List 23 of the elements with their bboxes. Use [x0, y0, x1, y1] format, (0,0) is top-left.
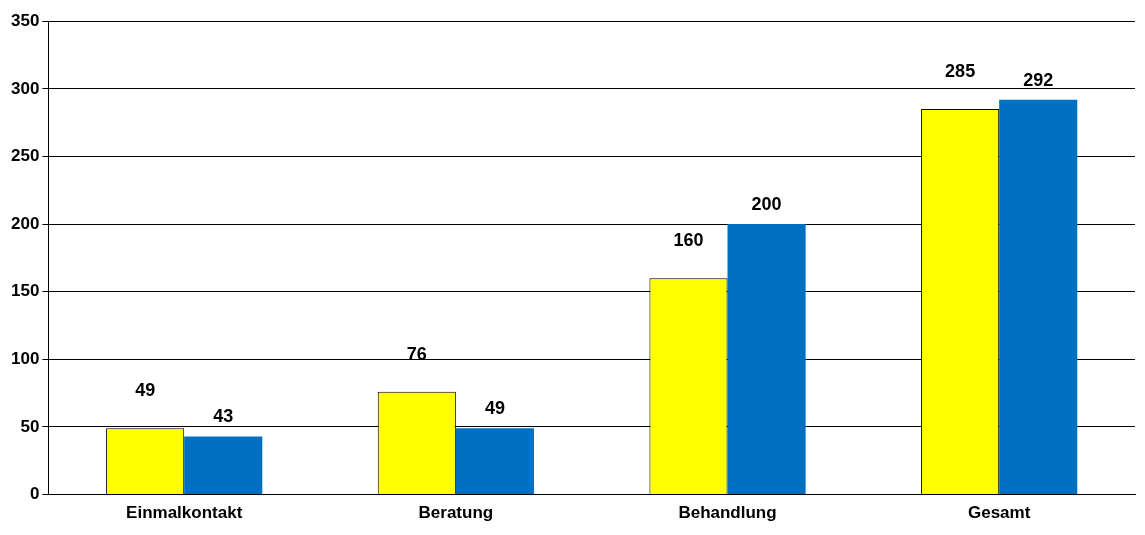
bar	[184, 436, 263, 495]
data-label: 200	[751, 194, 782, 215]
data-label: 49	[484, 398, 505, 419]
x-tick-label: Einmalkontakt	[126, 503, 243, 523]
x-tick-label: Gesamt	[967, 503, 1031, 523]
y-tick-label: 50	[20, 416, 40, 436]
x-tick-label: Behandlung	[678, 503, 777, 523]
y-tick-label: 300	[10, 78, 40, 98]
y-tick-label: 150	[10, 281, 40, 301]
y-tick-label: 100	[10, 349, 40, 369]
data-label: 292	[1023, 69, 1054, 90]
y-tick-label: 0	[29, 484, 40, 504]
y-tick-label: 200	[10, 213, 40, 233]
bar	[727, 224, 806, 495]
y-tick-label: 350	[10, 10, 40, 30]
x-tick-label: Beratung	[418, 503, 494, 523]
bar	[999, 99, 1078, 495]
data-label: 49	[135, 380, 156, 401]
data-label: 285	[945, 61, 976, 82]
bar	[455, 428, 534, 495]
y-tick-label: 250	[10, 146, 40, 166]
data-label: 43	[213, 406, 234, 427]
data-label: 160	[673, 230, 704, 251]
